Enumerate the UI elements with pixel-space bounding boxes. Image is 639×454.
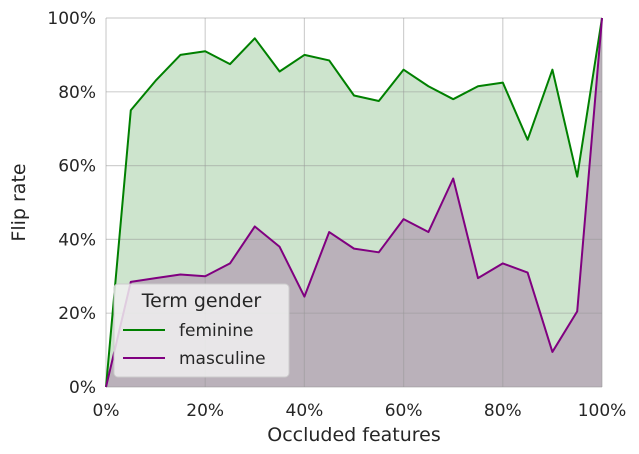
legend-title: Term gender — [141, 290, 262, 312]
y-axis-label: Flip rate — [8, 163, 30, 241]
x-tick-label: 0% — [93, 401, 120, 421]
legend: Term gender feminine masculine — [113, 283, 290, 378]
x-tick-label: 40% — [286, 401, 324, 421]
x-tick-label: 60% — [385, 401, 423, 421]
x-axis-label: Occluded features — [267, 424, 441, 446]
y-tick-label: 20% — [58, 304, 96, 324]
y-tick-label: 60% — [58, 157, 96, 177]
line-masculine — [105, 17, 603, 388]
x-tick-label: 20% — [186, 401, 224, 421]
y-tick-labels: 0% 20% 40% 60% 80% 100% — [47, 9, 96, 398]
line-feminine — [105, 17, 603, 388]
y-tick-label: 0% — [69, 378, 96, 398]
series-lines — [105, 17, 603, 388]
y-tick-label: 100% — [47, 9, 96, 29]
x-tick-labels: 0% 20% 40% 60% 80% 100% — [93, 401, 627, 421]
legend-label-masculine: masculine — [179, 349, 266, 369]
legend-label-feminine: feminine — [179, 321, 253, 341]
legend-box — [113, 283, 290, 378]
y-tick-label: 80% — [58, 83, 96, 103]
x-tick-label: 100% — [578, 401, 627, 421]
y-tick-label: 40% — [58, 230, 96, 250]
x-tick-label: 80% — [484, 401, 522, 421]
